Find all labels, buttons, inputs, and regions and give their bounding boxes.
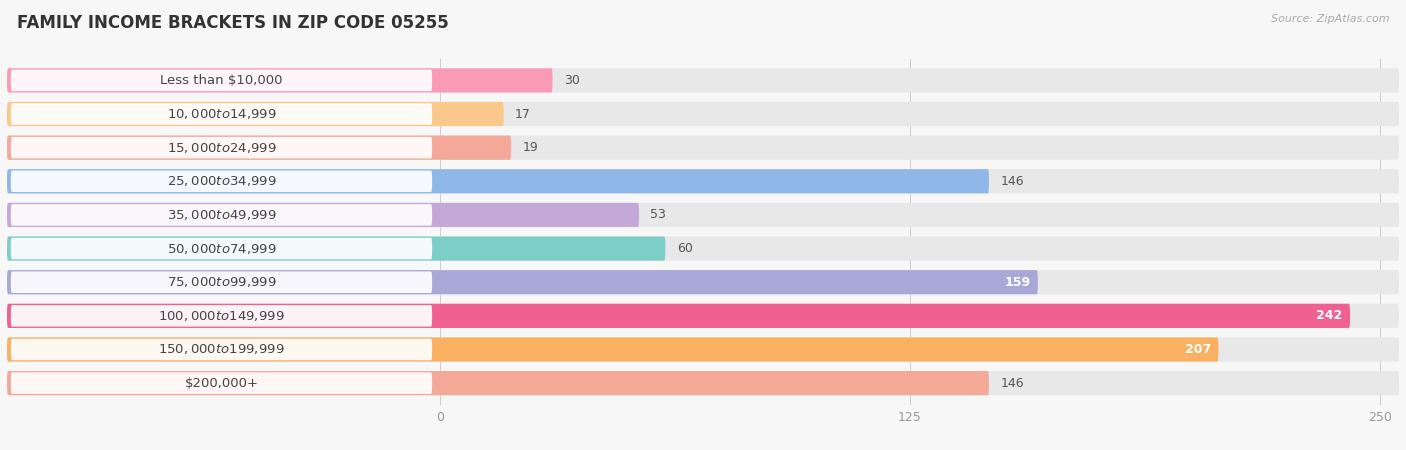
Text: $15,000 to $24,999: $15,000 to $24,999: [167, 141, 277, 155]
FancyBboxPatch shape: [7, 338, 1219, 362]
Text: Source: ZipAtlas.com: Source: ZipAtlas.com: [1271, 14, 1389, 23]
FancyBboxPatch shape: [11, 271, 432, 293]
FancyBboxPatch shape: [11, 372, 432, 394]
Text: 242: 242: [1316, 309, 1343, 322]
FancyBboxPatch shape: [7, 102, 503, 126]
FancyBboxPatch shape: [11, 238, 432, 259]
FancyBboxPatch shape: [7, 203, 1399, 227]
Text: $50,000 to $74,999: $50,000 to $74,999: [167, 242, 277, 256]
Text: $25,000 to $34,999: $25,000 to $34,999: [167, 174, 277, 188]
Text: $75,000 to $99,999: $75,000 to $99,999: [167, 275, 277, 289]
Text: 146: 146: [1000, 175, 1024, 188]
Text: $100,000 to $149,999: $100,000 to $149,999: [159, 309, 285, 323]
Text: Less than $10,000: Less than $10,000: [160, 74, 283, 87]
Text: 30: 30: [564, 74, 579, 87]
FancyBboxPatch shape: [7, 270, 1399, 294]
Text: 53: 53: [651, 208, 666, 221]
FancyBboxPatch shape: [11, 70, 432, 91]
Text: 17: 17: [515, 108, 531, 121]
Text: $150,000 to $199,999: $150,000 to $199,999: [159, 342, 285, 356]
FancyBboxPatch shape: [7, 68, 553, 93]
Text: 60: 60: [676, 242, 693, 255]
FancyBboxPatch shape: [7, 203, 640, 227]
FancyBboxPatch shape: [7, 169, 988, 194]
FancyBboxPatch shape: [7, 236, 665, 261]
FancyBboxPatch shape: [7, 371, 988, 395]
Text: 207: 207: [1185, 343, 1211, 356]
FancyBboxPatch shape: [7, 270, 1038, 294]
FancyBboxPatch shape: [7, 135, 512, 160]
FancyBboxPatch shape: [7, 304, 1399, 328]
FancyBboxPatch shape: [11, 305, 432, 327]
FancyBboxPatch shape: [11, 204, 432, 226]
FancyBboxPatch shape: [7, 68, 1399, 93]
FancyBboxPatch shape: [7, 371, 1399, 395]
Text: 19: 19: [523, 141, 538, 154]
FancyBboxPatch shape: [7, 304, 1350, 328]
Text: $35,000 to $49,999: $35,000 to $49,999: [167, 208, 277, 222]
FancyBboxPatch shape: [7, 236, 1399, 261]
Text: 146: 146: [1000, 377, 1024, 390]
FancyBboxPatch shape: [7, 102, 1399, 126]
FancyBboxPatch shape: [7, 169, 1399, 194]
FancyBboxPatch shape: [11, 171, 432, 192]
FancyBboxPatch shape: [7, 135, 1399, 160]
FancyBboxPatch shape: [11, 137, 432, 158]
Text: FAMILY INCOME BRACKETS IN ZIP CODE 05255: FAMILY INCOME BRACKETS IN ZIP CODE 05255: [17, 14, 449, 32]
Text: 159: 159: [1004, 276, 1031, 289]
FancyBboxPatch shape: [7, 338, 1399, 362]
Text: $200,000+: $200,000+: [184, 377, 259, 390]
FancyBboxPatch shape: [11, 103, 432, 125]
Text: $10,000 to $14,999: $10,000 to $14,999: [167, 107, 277, 121]
FancyBboxPatch shape: [11, 339, 432, 360]
